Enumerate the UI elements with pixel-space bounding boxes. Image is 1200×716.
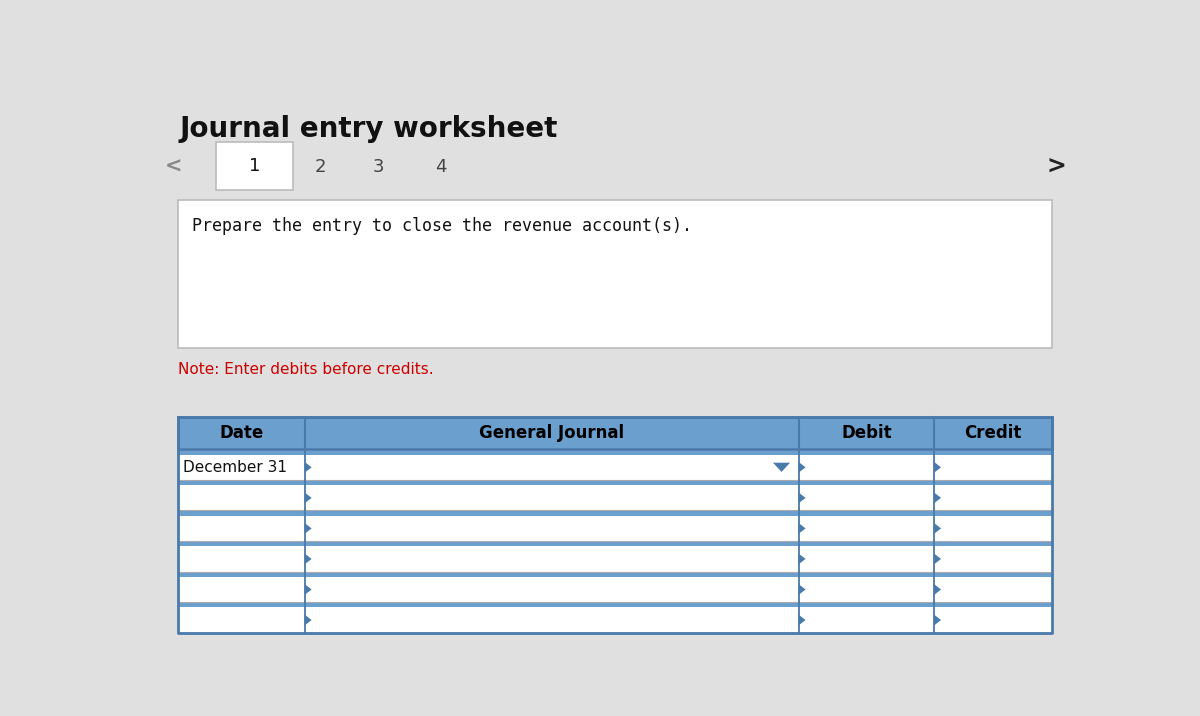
Polygon shape <box>934 553 941 564</box>
Polygon shape <box>305 493 312 503</box>
Bar <box>178 480 1052 485</box>
Polygon shape <box>305 523 312 534</box>
Bar <box>178 546 1052 571</box>
Text: General Journal: General Journal <box>479 424 624 442</box>
Polygon shape <box>934 462 941 473</box>
Bar <box>178 577 1052 602</box>
Polygon shape <box>305 553 312 564</box>
Bar <box>178 455 1052 480</box>
Polygon shape <box>305 614 312 626</box>
Bar <box>216 142 293 190</box>
Bar <box>178 450 1052 455</box>
Bar <box>178 511 1052 516</box>
Polygon shape <box>934 584 941 595</box>
Polygon shape <box>773 463 790 472</box>
Bar <box>178 417 1052 450</box>
Bar <box>178 516 1052 541</box>
Text: December 31: December 31 <box>182 460 287 475</box>
Polygon shape <box>798 493 805 503</box>
Text: Note: Enter debits before credits.: Note: Enter debits before credits. <box>178 362 433 377</box>
Text: <: < <box>164 157 182 177</box>
Text: 2: 2 <box>314 158 326 175</box>
Text: Prepare the entry to close the revenue account(s).: Prepare the entry to close the revenue a… <box>192 217 692 235</box>
Bar <box>178 541 1052 546</box>
Polygon shape <box>305 462 312 473</box>
Bar <box>178 607 1052 633</box>
Bar <box>178 200 1052 348</box>
Polygon shape <box>798 523 805 534</box>
Text: 3: 3 <box>373 158 384 175</box>
Polygon shape <box>798 614 805 626</box>
Polygon shape <box>934 493 941 503</box>
Polygon shape <box>798 553 805 564</box>
Polygon shape <box>934 523 941 534</box>
Text: Debit: Debit <box>841 424 892 442</box>
Text: >: > <box>1046 155 1067 179</box>
Polygon shape <box>305 584 312 595</box>
Polygon shape <box>798 462 805 473</box>
Polygon shape <box>798 584 805 595</box>
Bar <box>178 485 1052 511</box>
Polygon shape <box>934 614 941 626</box>
Text: Credit: Credit <box>965 424 1021 442</box>
Text: 1: 1 <box>248 157 260 175</box>
Bar <box>178 602 1052 607</box>
Text: Journal entry worksheet: Journal entry worksheet <box>180 115 558 143</box>
Text: Date: Date <box>220 424 264 442</box>
Text: 4: 4 <box>434 158 446 175</box>
Bar <box>178 571 1052 577</box>
